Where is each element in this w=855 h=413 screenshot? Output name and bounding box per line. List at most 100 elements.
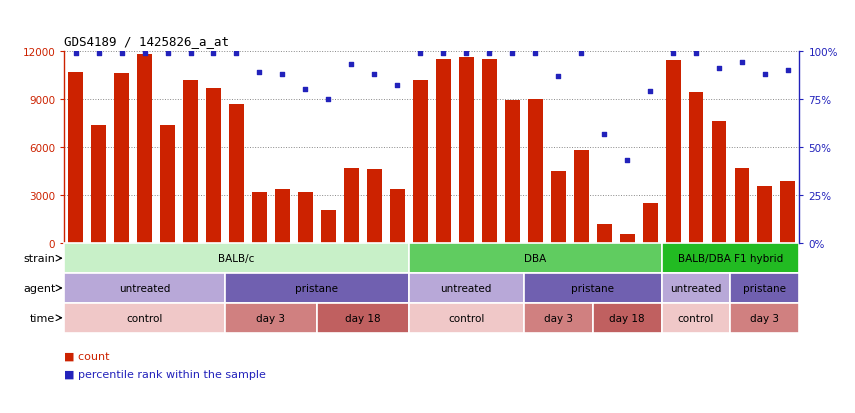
Point [115,50,128,57]
Bar [481,59,497,244]
Text: pristane: pristane [744,283,787,293]
Point [598,131,611,138]
Bar [183,81,198,244]
Point [207,50,221,57]
Bar [574,151,588,244]
Bar [523,273,662,303]
Point [414,50,428,57]
Bar [413,81,428,244]
Bar [504,101,520,244]
Bar [229,104,244,244]
Point [482,50,496,57]
Bar [275,189,290,244]
Text: strain: strain [23,254,56,263]
Point [575,50,588,57]
Bar [688,93,704,244]
Point [666,50,680,57]
Bar [321,210,336,244]
Bar [409,244,662,273]
Point [391,83,404,90]
Point [275,71,289,78]
Text: agent: agent [23,283,56,293]
Text: ■ percentile rank within the sample: ■ percentile rank within the sample [64,369,266,379]
Bar [344,169,359,244]
Bar [620,234,634,244]
Bar [459,58,474,244]
Point [68,50,82,57]
Text: control: control [127,313,162,323]
Point [689,50,703,57]
Text: control: control [448,313,485,323]
Point [230,50,244,57]
Point [551,73,565,80]
Bar [252,192,267,244]
Bar [64,303,225,333]
Bar [528,100,543,244]
Bar [523,303,593,333]
Bar [551,172,566,244]
Text: pristane: pristane [571,283,614,293]
Text: control: control [678,313,714,323]
Bar [137,55,152,244]
Text: BALB/DBA F1 hybrid: BALB/DBA F1 hybrid [678,254,783,263]
Bar [436,59,451,244]
Bar [64,244,409,273]
Point [161,50,174,57]
Text: untreated: untreated [440,283,492,293]
Bar [781,181,795,244]
Point [643,89,657,95]
Bar [734,169,750,244]
Text: time: time [30,313,56,323]
Bar [593,303,662,333]
Text: ■ count: ■ count [64,351,109,361]
Text: day 3: day 3 [256,313,286,323]
Point [368,71,381,78]
Text: untreated: untreated [670,283,722,293]
Point [321,96,335,103]
Bar [206,88,221,244]
Bar [662,244,799,273]
Point [138,50,151,57]
Point [252,69,266,76]
Bar [730,273,799,303]
Bar [758,186,772,244]
Text: day 3: day 3 [751,313,780,323]
Bar [91,125,106,244]
Bar [662,273,730,303]
Bar [662,303,730,333]
Bar [114,74,129,244]
Bar [730,303,799,333]
Point [298,87,312,93]
Bar [225,273,409,303]
Bar [298,192,313,244]
Text: day 3: day 3 [544,313,573,323]
Text: day 18: day 18 [610,313,645,323]
Point [505,50,519,57]
Point [712,66,726,72]
Text: DBA: DBA [524,254,546,263]
Bar [64,273,225,303]
Bar [409,273,523,303]
Point [436,50,450,57]
Bar [367,170,382,244]
Bar [409,303,523,333]
Bar [317,303,409,333]
Point [345,62,358,69]
Point [620,158,634,164]
Point [781,67,795,74]
Bar [68,72,83,244]
Point [184,50,198,57]
Bar [390,189,404,244]
Text: pristane: pristane [295,283,339,293]
Bar [643,204,657,244]
Point [735,60,749,66]
Bar [665,61,681,244]
Bar [711,122,727,244]
Bar [597,225,611,244]
Point [528,50,542,57]
Point [91,50,105,57]
Point [459,50,473,57]
Text: untreated: untreated [119,283,170,293]
Point [758,71,772,78]
Bar [160,125,175,244]
